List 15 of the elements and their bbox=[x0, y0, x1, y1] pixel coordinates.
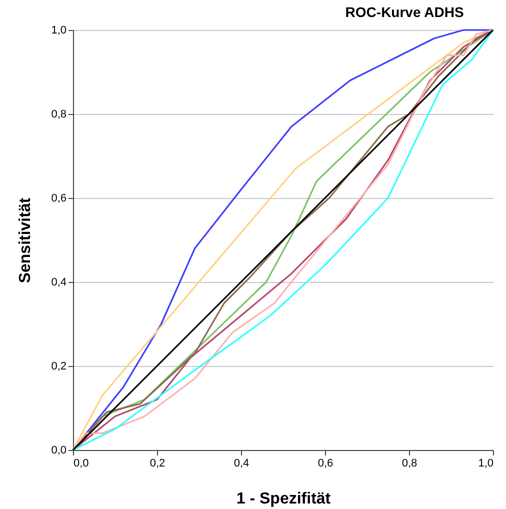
y-axis-title: Sensitivität bbox=[17, 197, 34, 284]
y-tick-label: 0,2 bbox=[51, 360, 66, 372]
x-tick-label: 0,8 bbox=[402, 458, 418, 470]
y-tick-label: 0,0 bbox=[51, 444, 66, 456]
x-tick-label: 0,2 bbox=[150, 458, 166, 470]
y-tick-label: 0,6 bbox=[51, 192, 66, 204]
y-tick-label: 1,0 bbox=[51, 24, 66, 36]
x-tick-label: 0,0 bbox=[74, 458, 89, 470]
x-tick-label: 1,0 bbox=[478, 458, 494, 470]
x-tick-label: 0,6 bbox=[318, 458, 334, 470]
x-tick-label: 0,4 bbox=[234, 458, 250, 470]
chart-title: ROC-Kurve ADHS bbox=[345, 4, 464, 20]
x-axis-title: 1 - Spezifität bbox=[236, 490, 332, 508]
y-tick-label: 0,8 bbox=[51, 108, 66, 120]
y-tick-label: 0,4 bbox=[51, 276, 66, 288]
